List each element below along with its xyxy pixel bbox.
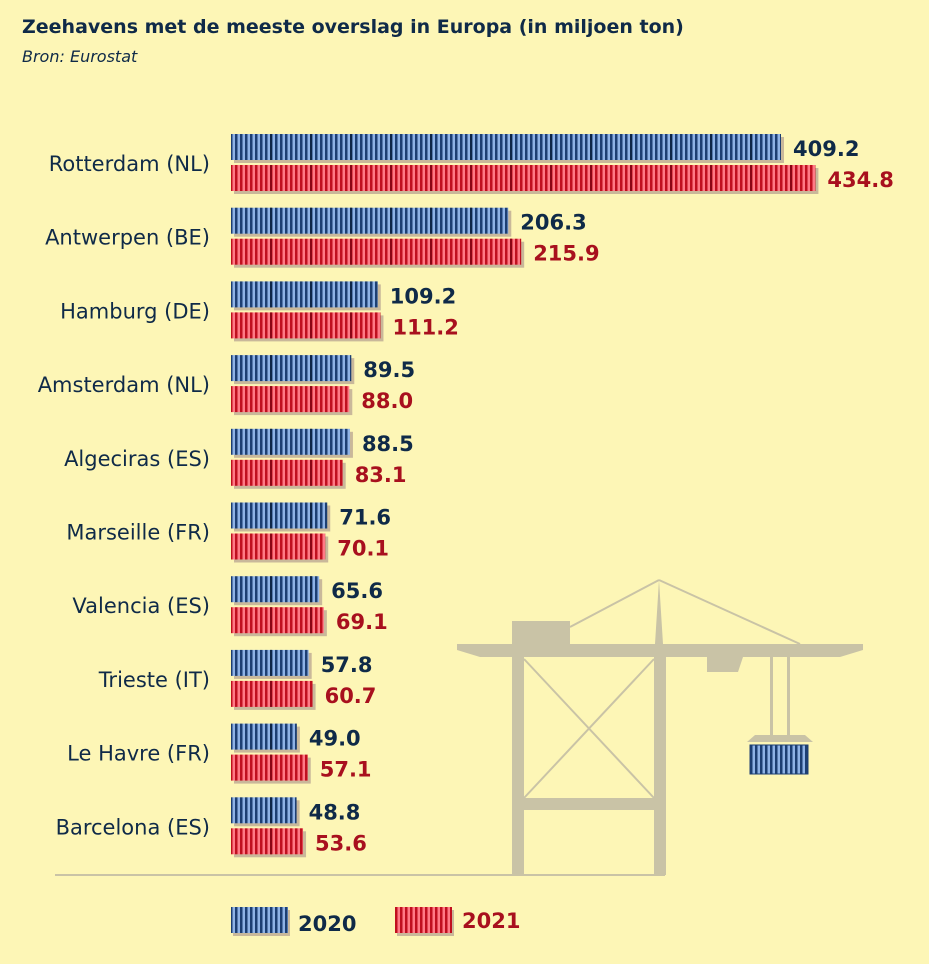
value-label-2021: 215.9 [533,242,599,266]
category-label: Antwerpen (BE) [45,226,210,250]
bar-2020 [231,428,350,455]
category-label: Hamburg (DE) [60,299,210,323]
value-label-2021: 83.1 [355,463,407,487]
value-label-2020: 71.6 [339,506,391,530]
bar-2021 [231,459,343,486]
bar-2020 [231,502,328,529]
category-label: Rotterdam (NL) [49,152,210,176]
category-label: Barcelona (ES) [56,815,210,839]
value-label-2021: 57.1 [320,758,372,782]
value-label-2020: 89.5 [363,358,415,382]
bar-2021 [231,607,324,634]
bar-2021 [231,165,816,191]
category-label: Trieste (IT) [98,668,210,692]
value-label-2021: 60.7 [325,684,377,708]
value-label-2021: 70.1 [337,537,389,561]
bar-2021 [231,828,304,855]
legend: 2020 2021 [231,907,520,936]
value-label-2020: 57.8 [321,653,373,677]
value-label-2021: 88.0 [361,389,413,413]
bar-2021 [231,533,326,560]
chart-title: Zeehavens met de meeste overslag in Euro… [22,16,684,38]
bar-2020 [231,723,297,750]
legend-swatch-2020 [231,907,288,933]
value-label-2021: 111.2 [392,315,458,339]
bar-2020 [231,281,378,308]
value-label-2020: 206.3 [520,211,586,235]
legend-swatch-2021 [395,907,452,933]
value-label-2020: 409.2 [793,137,859,161]
bar-2020 [231,355,352,382]
bar-2020 [231,649,309,676]
bar-2021 [231,754,308,781]
value-label-2020: 49.0 [309,727,361,751]
value-label-2021: 53.6 [315,831,367,855]
bar-2021 [231,238,522,265]
category-label: Le Havre (FR) [67,742,210,766]
bar-2021 [231,312,381,339]
category-label: Marseille (FR) [66,521,210,545]
category-label: Valencia (ES) [72,594,210,618]
category-label: Algeciras (ES) [64,447,210,471]
legend-label-2020: 2020 [298,912,356,936]
value-label-2021: 434.8 [827,168,893,192]
value-label-2020: 109.2 [390,284,456,308]
bar-2020 [231,576,320,603]
value-label-2020: 48.8 [309,800,361,824]
value-label-2020: 65.6 [331,579,383,603]
crane-illustration [55,579,863,876]
value-label-2020: 88.5 [362,432,414,456]
bar-2020 [231,207,509,234]
container-icon [749,744,809,775]
bar-2021 [231,386,350,413]
bar-2020 [231,134,781,160]
legend-label-2021: 2021 [462,909,520,933]
category-label: Amsterdam (NL) [38,373,210,397]
chart-source: Bron: Eurostat [22,47,138,66]
bar-2020 [231,797,297,824]
value-label-2021: 69.1 [336,610,388,634]
bar-2021 [231,680,313,707]
